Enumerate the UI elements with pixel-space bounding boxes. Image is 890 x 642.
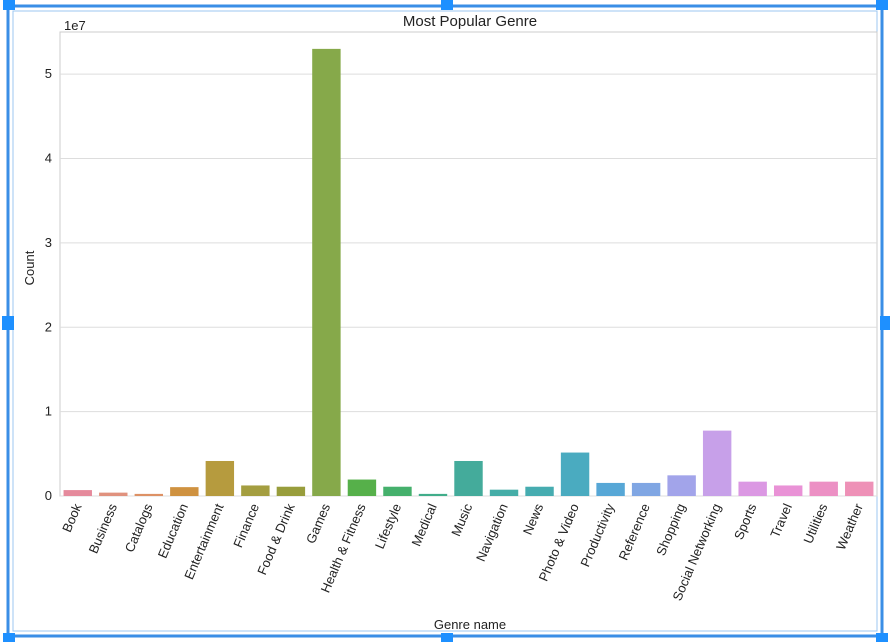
y-tick-label: 5 [45, 66, 52, 81]
resize-handle-top-left[interactable] [3, 0, 15, 10]
bar-medical [418, 493, 448, 496]
y-tick-label: 1 [45, 404, 52, 419]
x-tick-label: Navigation [473, 501, 511, 563]
bar-utilities [809, 481, 838, 496]
bar-book [63, 490, 92, 496]
x-tick-label: Catalogs [122, 501, 156, 555]
bar-food-drink [276, 486, 306, 496]
y-tick-label: 0 [45, 488, 52, 503]
x-tick-label: Finance [230, 501, 262, 549]
x-tick-label: Business [86, 501, 121, 556]
bar-news [525, 486, 554, 496]
resize-handle-middle-left[interactable] [2, 316, 14, 330]
bar-games [312, 48, 341, 496]
x-tick-label: Shopping [653, 501, 688, 557]
bar-education [170, 487, 199, 496]
x-tick-label: Travel [767, 501, 795, 540]
bar-health-fitness [347, 479, 377, 496]
x-tick-label: Productivity [577, 501, 617, 569]
resize-handle-bottom-left[interactable] [3, 633, 15, 642]
x-tick-label: Education [155, 501, 191, 560]
bar-business [99, 492, 128, 496]
bar-weather [845, 481, 874, 496]
bar-shopping [667, 475, 696, 496]
x-tick-label: Food & Drink [254, 501, 298, 577]
x-tick-label: Games [303, 501, 333, 546]
y-tick-label: 4 [45, 151, 52, 166]
x-axis-label: Genre name [434, 617, 506, 632]
bar-lifestyle [383, 486, 412, 496]
y-tick-label: 2 [45, 319, 52, 334]
x-tick-labels: Book Business Catalogs EducationEntertainme… [59, 501, 866, 603]
bar-sports [738, 481, 767, 496]
x-tick-label: Reference [616, 501, 653, 562]
resize-handle-middle-right[interactable] [880, 316, 890, 330]
resize-handle-bottom-middle[interactable] [441, 633, 453, 642]
x-tick-label: Medical [408, 501, 439, 548]
bar-productivity [596, 482, 625, 496]
bar-finance [241, 485, 270, 496]
x-tick-label: Music [448, 501, 475, 539]
bar-travel [773, 485, 803, 496]
resize-handle-top-right[interactable] [876, 0, 888, 10]
bar-social-networking [702, 430, 732, 496]
resize-handle-bottom-right[interactable] [876, 633, 888, 642]
bar-music [454, 460, 483, 496]
x-tick-label: Weather [833, 501, 866, 552]
x-tick-label: News [520, 501, 547, 537]
bar-navigation [489, 489, 519, 496]
bar-series [63, 48, 874, 496]
chart-title: Most Popular Genre [403, 13, 537, 30]
x-tick-label: Lifestyle [372, 501, 404, 551]
x-tick-label: Book [59, 501, 85, 535]
y-tick-labels: 0 1 2 3 4 5 [45, 66, 52, 503]
bar-photo-video [560, 452, 590, 496]
bar-entertainment [205, 460, 235, 496]
resize-handle-top-middle[interactable] [441, 0, 453, 10]
plot-area [59, 31, 878, 497]
y-tick-label: 3 [45, 235, 52, 250]
y-offset-label: 1e7 [64, 18, 86, 33]
x-tick-label: Utilities [800, 501, 830, 546]
y-axis-label: Count [22, 250, 37, 285]
bar-catalogs [134, 493, 164, 496]
x-tick-label: Sports [731, 501, 760, 542]
bar-reference [631, 482, 661, 496]
